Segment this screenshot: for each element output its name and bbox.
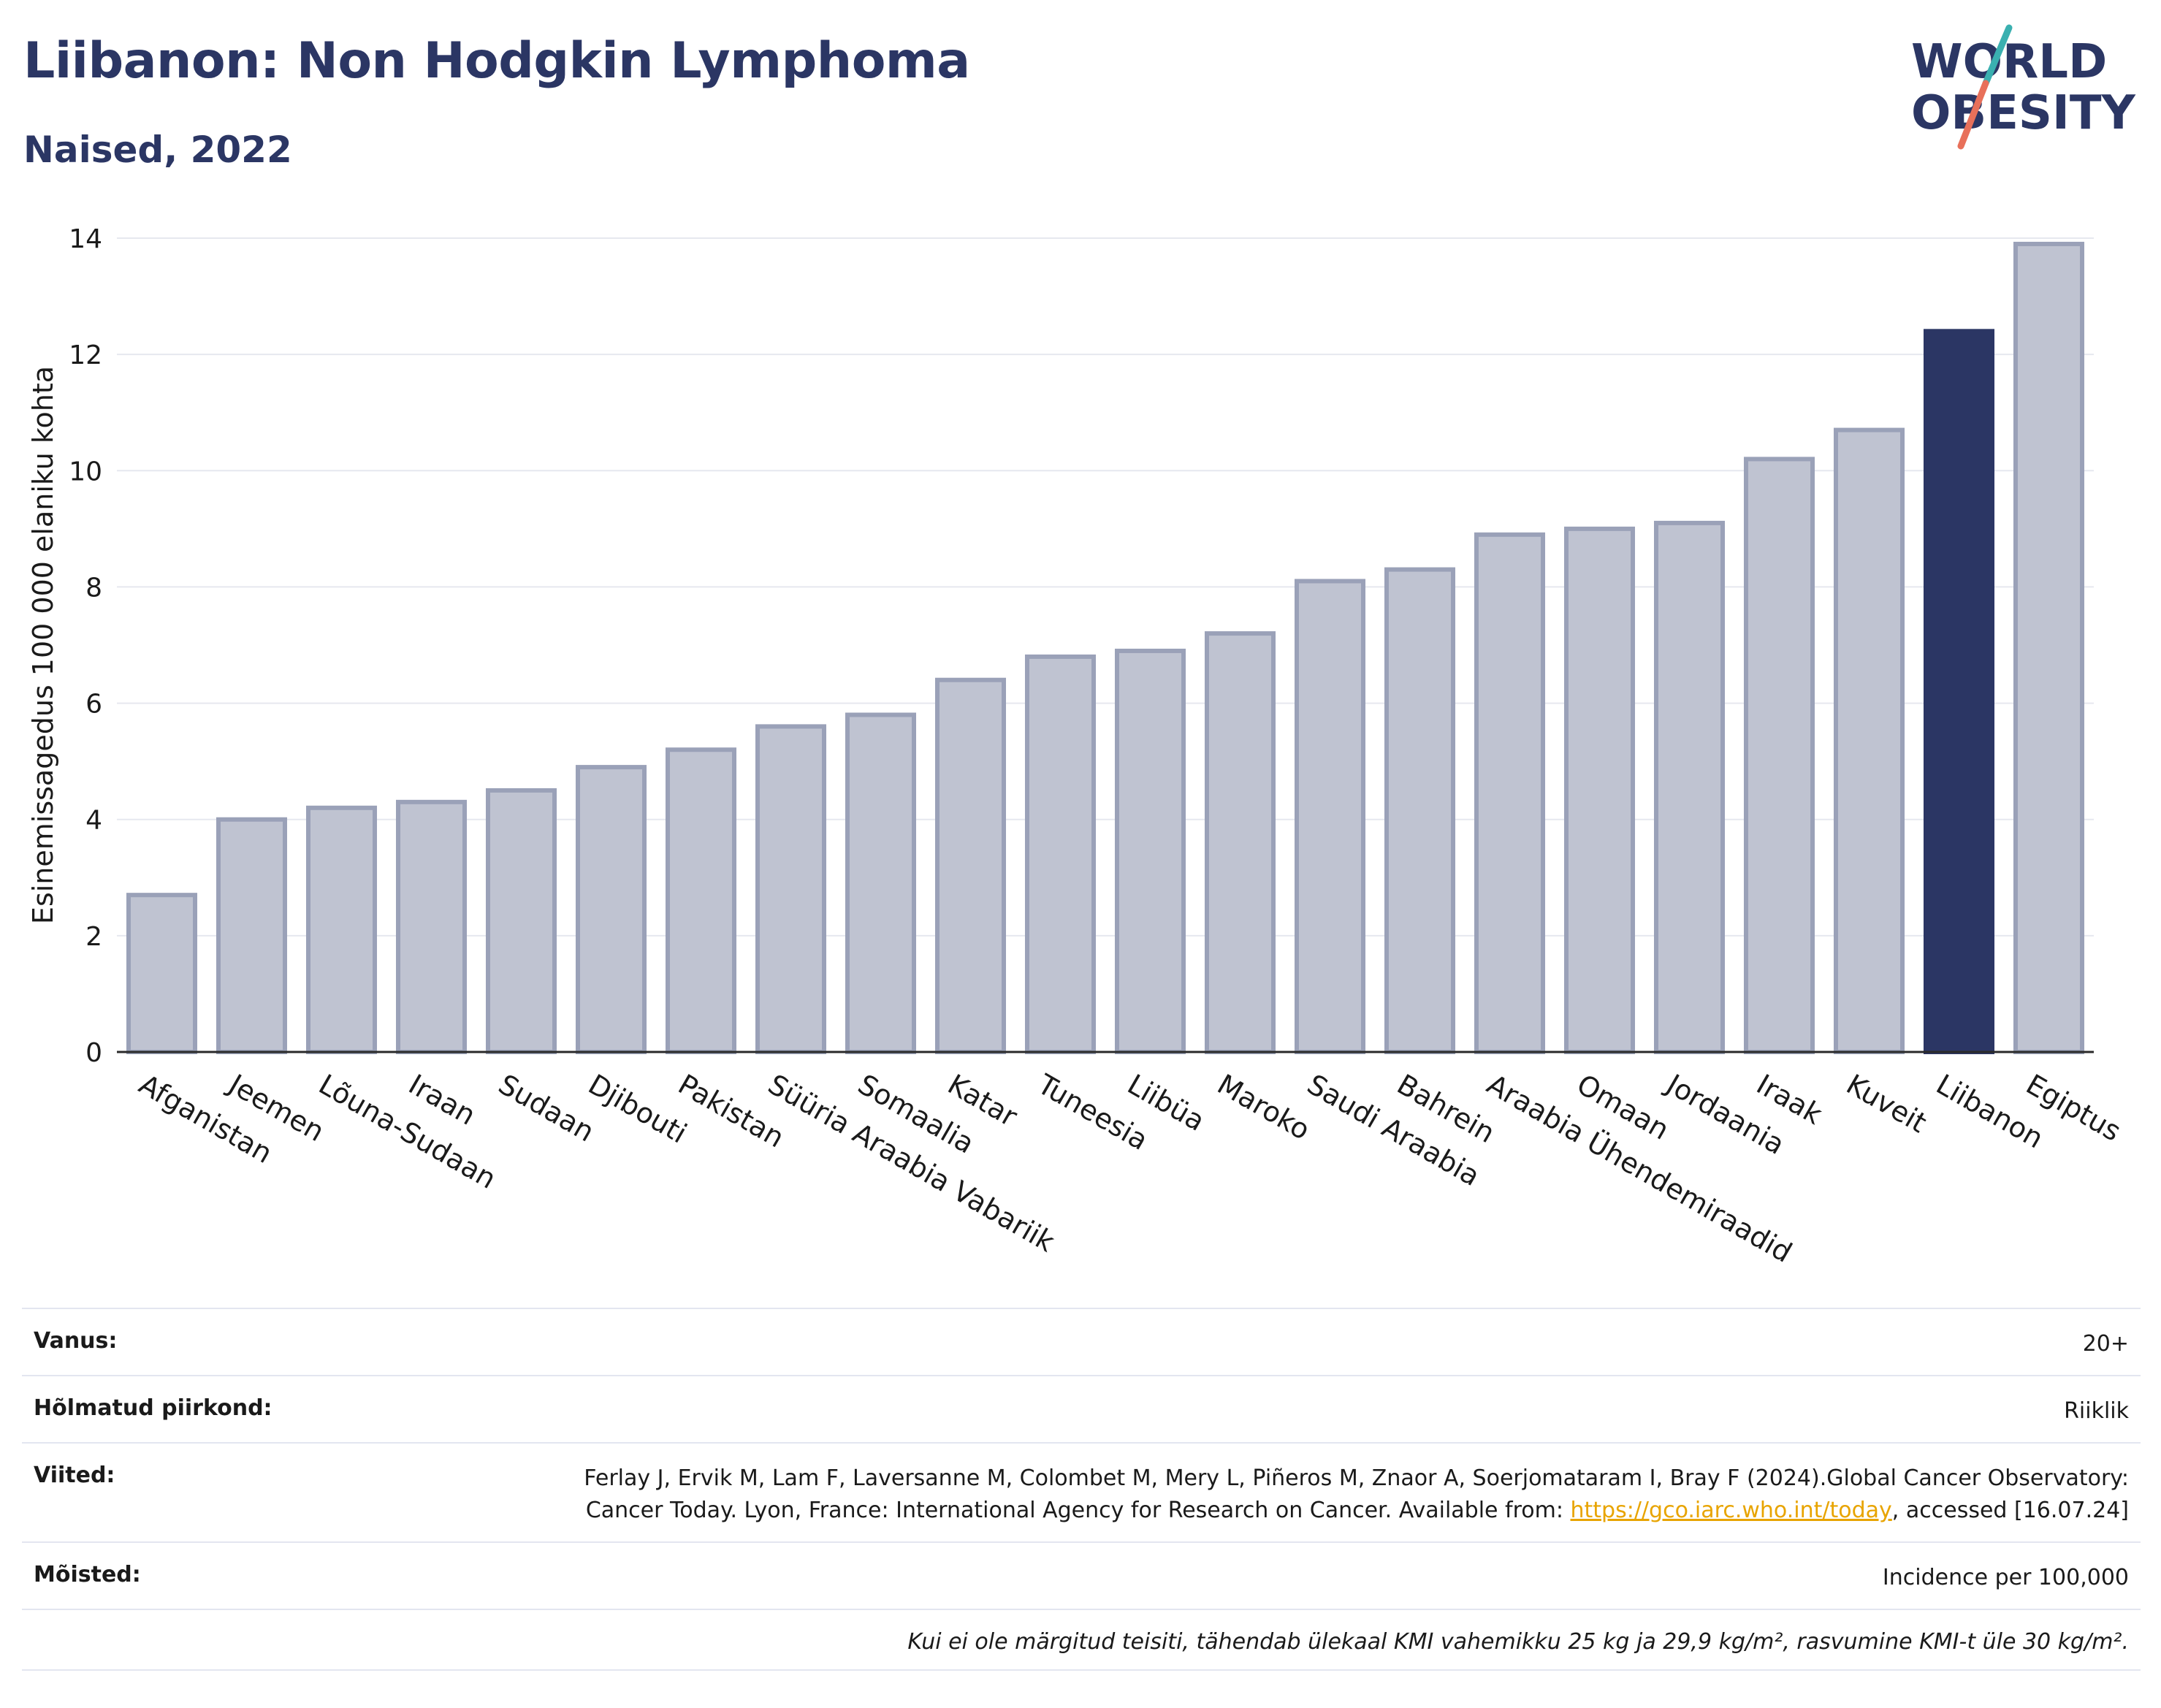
bar (755, 724, 827, 1055)
definitions-label: Mõisted: (34, 1562, 141, 1587)
info-row-note: Kui ei ole märgitud teisiti, tähendab ül… (22, 1609, 2141, 1671)
y-tick-label: 8 (85, 573, 102, 603)
y-tick-label: 6 (85, 690, 102, 720)
info-row-region: Hõlmatud piirkond: Riiklik (22, 1375, 2141, 1442)
y-tick-label: 12 (69, 340, 102, 370)
y-tick-label: 14 (69, 224, 102, 254)
bar (845, 712, 917, 1054)
bar (1833, 427, 1905, 1054)
reference-link[interactable]: https://gco.iarc.who.int/today (1570, 1498, 1892, 1523)
chart-subtitle: Naised, 2022 (23, 129, 292, 171)
bars (126, 241, 2085, 1055)
logo-slash-teal (1982, 24, 2013, 87)
x-tick-label: Sudaan (493, 1068, 600, 1148)
references-label: Viited: (34, 1463, 115, 1488)
reference-text: Ferlay J, Ervik M, Lam F, Laversanne M, … (584, 1465, 2129, 1523)
bar (665, 747, 737, 1054)
bar-chart: 0 2 4 6 8 10 12 14 AfganistanJeemenLõuna-Sudaan… (27, 224, 2127, 1269)
bar (305, 805, 378, 1055)
chart-title: Liibanon: Non Hodgkin Lymphoma (23, 32, 970, 90)
bar (1563, 526, 1636, 1054)
bar-highlighted (1923, 329, 1995, 1055)
age-value: 20+ (2082, 1331, 2129, 1357)
reference-accessed: , accessed [16.07.24] (1891, 1498, 2129, 1523)
y-axis-label: Esinemissagedus 100 000 elaniku kohta (27, 366, 59, 924)
bar (216, 817, 288, 1054)
bar (1114, 648, 1186, 1054)
y-tick-label: 2 (85, 922, 102, 952)
definitions-value: Incidence per 100,000 (1882, 1565, 2129, 1590)
bar (126, 893, 198, 1054)
bar (2013, 241, 2085, 1054)
references-value: Ferlay J, Ervik M, Lam F, Laversanne M, … (507, 1463, 2129, 1527)
logo-line1: WORLD (1911, 35, 2107, 89)
bar (1743, 457, 1815, 1054)
bar (575, 765, 647, 1054)
region-label: Hõlmatud piirkond: (34, 1395, 272, 1421)
y-tick-label: 4 (85, 806, 102, 836)
footnote: Kui ei ole märgitud teisiti, tähendab ül… (907, 1629, 2129, 1655)
bar (1474, 532, 1546, 1054)
info-row-references: Viited: Ferlay J, Ervik M, Lam F, Lavers… (22, 1442, 2141, 1541)
age-label: Vanus: (34, 1328, 118, 1354)
x-tick-label: Lõuna-Sudaan (313, 1068, 501, 1195)
y-tick-label: 0 (85, 1038, 102, 1068)
bar (934, 677, 1007, 1054)
info-table: Vanus: 20+ Hõlmatud piirkond: Riiklik Vi… (22, 1308, 2141, 1671)
bar (1653, 520, 1726, 1054)
y-tick-labels: 0 2 4 6 8 10 12 14 (69, 224, 102, 1068)
bar (485, 788, 557, 1055)
info-row-definitions: Mõisted: Incidence per 100,000 (22, 1541, 2141, 1609)
logo-slash-coral (1957, 80, 1989, 150)
y-tick-label: 10 (69, 457, 102, 487)
x-tick-label: Djibouti (583, 1068, 693, 1150)
x-tick-label: Maroko (1212, 1068, 1316, 1146)
world-obesity-logo: WORLD OBESITY (1911, 24, 2135, 150)
bar (1024, 654, 1097, 1054)
bar (1384, 567, 1456, 1054)
info-row-age: Vanus: 20+ (22, 1308, 2141, 1375)
x-tick-label: Kuveit (1841, 1068, 1932, 1139)
logo-line2: OBESITY (1911, 86, 2135, 140)
bar (395, 799, 468, 1055)
region-value: Riiklik (2064, 1398, 2129, 1424)
bar (1204, 631, 1276, 1054)
bar (1294, 579, 1366, 1054)
